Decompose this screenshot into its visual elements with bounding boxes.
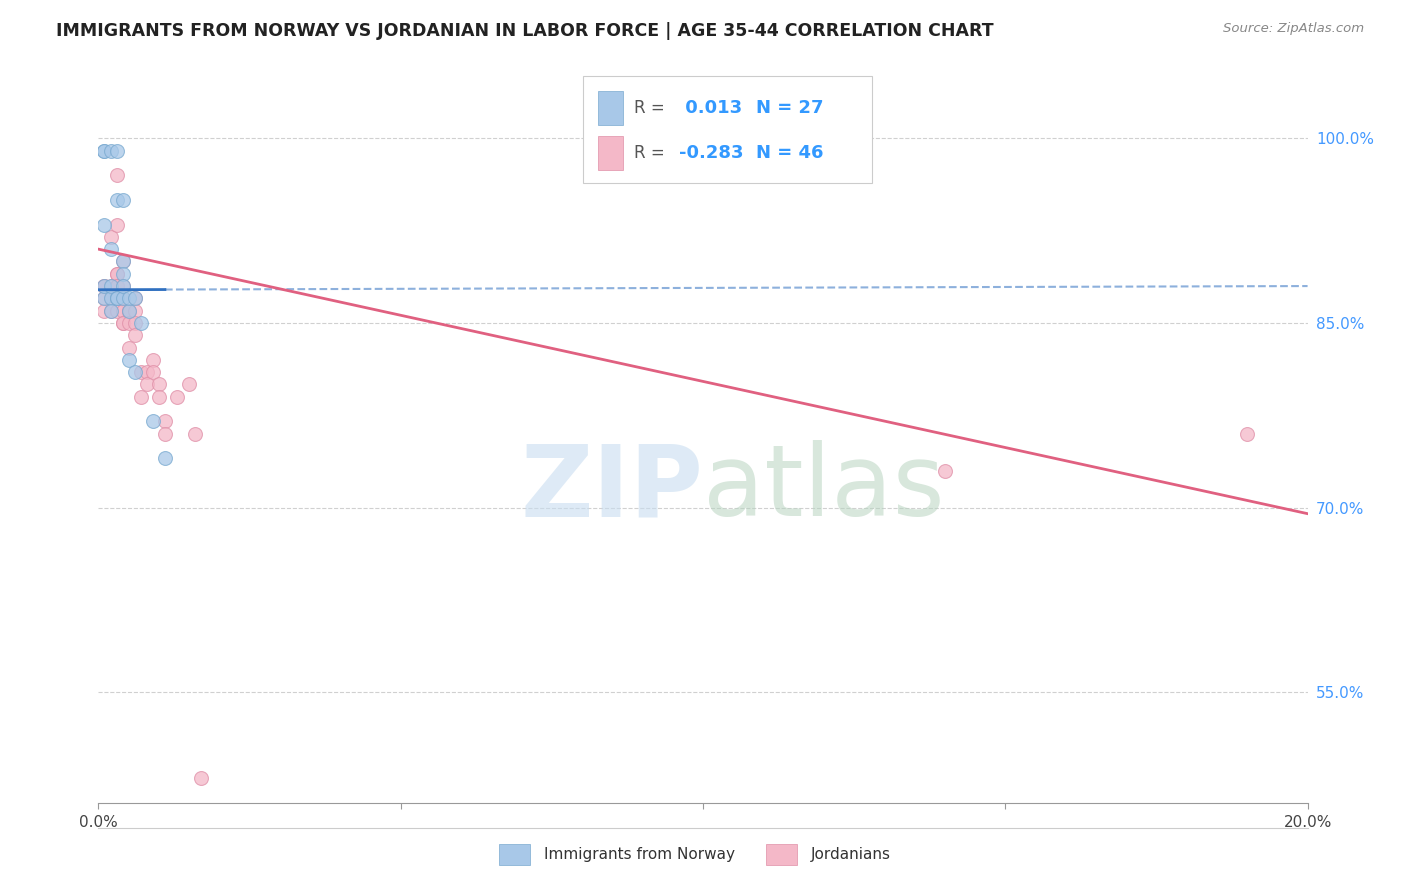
Text: N = 27: N = 27 [756,99,824,117]
Point [124,303,146,318]
Point [118,303,141,318]
Text: Jordanians: Jordanians [811,847,891,862]
Point [148,377,170,392]
Text: R =: R = [634,144,665,161]
Text: ZIP: ZIP [520,441,703,537]
Point [135,377,157,392]
Point [111,316,134,330]
Point [93,279,115,293]
Point [93,291,115,305]
Point [111,254,134,268]
Point [105,279,128,293]
Point [184,426,207,441]
Point [100,291,122,305]
Point [118,303,141,318]
Text: R =: R = [634,99,665,117]
Point [105,303,128,318]
Point [118,352,141,367]
Point [153,414,176,428]
Point [118,341,141,355]
Point [142,365,165,379]
Point [93,144,115,158]
Text: atlas: atlas [703,441,945,537]
Point [100,291,122,305]
Point [153,451,176,466]
Point [111,316,134,330]
Point [153,426,176,441]
Point [124,365,146,379]
Text: -0.283: -0.283 [679,144,744,161]
Point [148,390,170,404]
Point [124,291,146,305]
Point [142,352,165,367]
Point [111,279,134,293]
Point [100,230,122,244]
Point [118,291,141,305]
Point [105,193,128,207]
Text: Source: ZipAtlas.com: Source: ZipAtlas.com [1223,22,1364,36]
Point [93,218,115,232]
Point [135,365,157,379]
Point [105,291,128,305]
Point [1236,426,1258,441]
Point [111,291,134,305]
Point [124,316,146,330]
Point [100,242,122,256]
Point [124,291,146,305]
Point [93,291,115,305]
Point [100,303,122,318]
Point [93,303,115,318]
Point [105,267,128,281]
Point [111,291,134,305]
Point [166,390,188,404]
Point [934,464,956,478]
Point [124,328,146,343]
Point [142,414,165,428]
Point [100,279,122,293]
Point [111,279,134,293]
Point [93,279,115,293]
Point [93,279,115,293]
Point [93,144,115,158]
Point [100,279,122,293]
Point [190,771,212,785]
Point [105,218,128,232]
Text: Immigrants from Norway: Immigrants from Norway [544,847,735,862]
Point [129,316,152,330]
Text: IMMIGRANTS FROM NORWAY VS JORDANIAN IN LABOR FORCE | AGE 35-44 CORRELATION CHART: IMMIGRANTS FROM NORWAY VS JORDANIAN IN L… [56,22,994,40]
Point [118,303,141,318]
Point [100,303,122,318]
Point [105,169,128,183]
Text: 0.013: 0.013 [679,99,742,117]
Point [105,291,128,305]
Text: N = 46: N = 46 [756,144,824,161]
Point [111,267,134,281]
Point [105,144,128,158]
Point [129,390,152,404]
Point [179,377,201,392]
Point [111,254,134,268]
Point [105,267,128,281]
Point [100,144,122,158]
Point [105,279,128,293]
Point [129,365,152,379]
Point [111,193,134,207]
Point [105,291,128,305]
Point [111,303,134,318]
Point [118,316,141,330]
